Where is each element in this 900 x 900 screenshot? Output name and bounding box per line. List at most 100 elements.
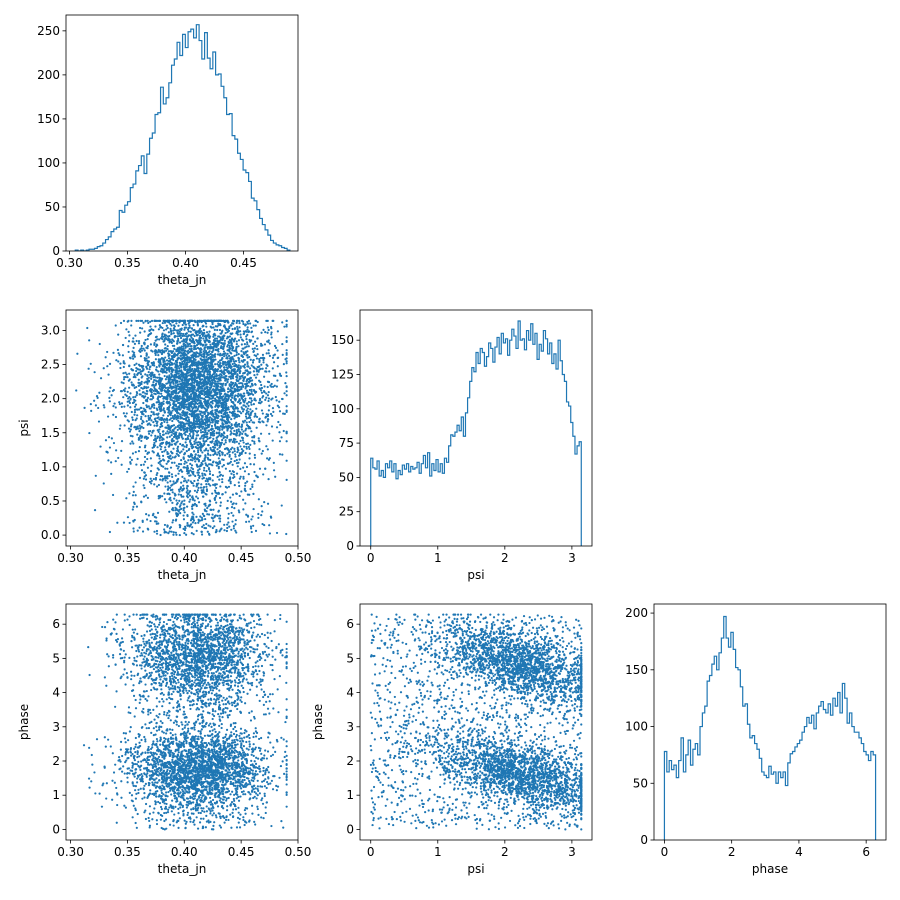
- scatter-point: [183, 452, 186, 455]
- scatter-point: [174, 493, 177, 497]
- scatter-point: [218, 530, 221, 533]
- scatter-point: [166, 375, 169, 378]
- scatter-point: [177, 435, 180, 438]
- scatter-point: [247, 345, 250, 348]
- scatter-point: [130, 324, 133, 327]
- scatter-point: [164, 343, 167, 346]
- scatter-point: [229, 476, 232, 479]
- scatter-point: [268, 354, 272, 358]
- scatter-point: [154, 437, 157, 440]
- scatter-point: [199, 446, 202, 449]
- scatter-point: [285, 532, 288, 536]
- scatter-point: [240, 448, 243, 451]
- scatter-point: [144, 460, 147, 463]
- scatter-point: [166, 335, 169, 338]
- scatter-point: [164, 356, 167, 359]
- scatter-point: [218, 428, 221, 432]
- scatter-point: [226, 393, 229, 396]
- scatter-point: [187, 349, 190, 352]
- scatter-point: [190, 375, 194, 378]
- scatter-point: [271, 414, 274, 417]
- scatter-point: [236, 365, 239, 368]
- scatter-point: [162, 402, 165, 406]
- scatter-point: [223, 432, 226, 435]
- scatter-point: [207, 532, 211, 536]
- scatter-point: [168, 390, 171, 393]
- scatter-point: [242, 322, 245, 326]
- scatter-point: [122, 396, 125, 399]
- scatter-point: [169, 327, 172, 330]
- scatter-point: [243, 445, 246, 448]
- scatter-point: [216, 402, 220, 405]
- scatter-point: [132, 353, 135, 356]
- scatter-point: [255, 370, 258, 373]
- scatter-point: [203, 473, 206, 476]
- scatter-point: [184, 323, 188, 326]
- scatter-point: [218, 388, 221, 391]
- scatter-point: [262, 473, 265, 476]
- scatter-point: [211, 430, 214, 434]
- scatter-point: [242, 385, 245, 388]
- scatter-point: [159, 478, 162, 481]
- scatter-point: [247, 413, 250, 416]
- scatter-point: [228, 354, 231, 358]
- scatter-point: [194, 429, 197, 433]
- scatter-point: [226, 452, 229, 455]
- scatter-point: [132, 351, 136, 354]
- scatter-point: [208, 330, 211, 333]
- scatter-point: [242, 508, 245, 511]
- scatter-point: [163, 528, 166, 531]
- scatter-point: [198, 353, 201, 356]
- scatter-point: [167, 366, 170, 369]
- scatter-point: [122, 360, 125, 363]
- scatter-point: [190, 464, 194, 467]
- scatter-point: [135, 319, 138, 323]
- scatter-point: [253, 440, 256, 443]
- scatter-point: [207, 453, 210, 456]
- scatter-point: [216, 475, 219, 478]
- scatter-point: [132, 337, 135, 340]
- scatter-point: [203, 514, 206, 518]
- scatter-point: [206, 513, 209, 516]
- scatter-point: [140, 500, 143, 503]
- scatter-point: [201, 512, 204, 515]
- scatter-point: [145, 367, 149, 370]
- scatter-point: [167, 471, 171, 474]
- scatter-point: [260, 386, 264, 390]
- scatter-point: [177, 348, 180, 351]
- scatter-point: [152, 376, 155, 379]
- scatter-point: [222, 345, 225, 349]
- scatter-point: [171, 319, 174, 323]
- scatter-point: [170, 439, 173, 442]
- scatter-point: [192, 429, 196, 432]
- scatter-point: [186, 464, 189, 468]
- scatter-point: [196, 333, 199, 337]
- scatter-point: [265, 367, 268, 370]
- scatter-point: [188, 413, 191, 416]
- scatter-point: [203, 466, 206, 470]
- scatter-point: [165, 334, 168, 337]
- scatter-point: [208, 436, 211, 440]
- scatter-point: [238, 477, 241, 480]
- scatter-point: [217, 406, 220, 409]
- scatter-point: [162, 359, 165, 362]
- scatter-point: [279, 374, 282, 377]
- scatter-point: [212, 432, 216, 435]
- scatter-point: [181, 360, 184, 363]
- scatter-point: [245, 442, 248, 446]
- scatter-point: [285, 394, 288, 397]
- scatter-point: [236, 413, 239, 416]
- scatter-point: [208, 371, 211, 374]
- scatter-point: [246, 341, 249, 344]
- scatter-point: [225, 404, 228, 407]
- scatter-point: [267, 328, 270, 332]
- scatter-point: [215, 501, 218, 504]
- scatter-point: [201, 334, 205, 337]
- scatter-point: [187, 434, 190, 438]
- scatter-point: [246, 442, 250, 445]
- scatter-point: [224, 491, 227, 494]
- scatter-point: [268, 342, 271, 345]
- scatter-point: [160, 335, 164, 338]
- scatter-point: [221, 474, 224, 477]
- scatter-point: [205, 331, 209, 334]
